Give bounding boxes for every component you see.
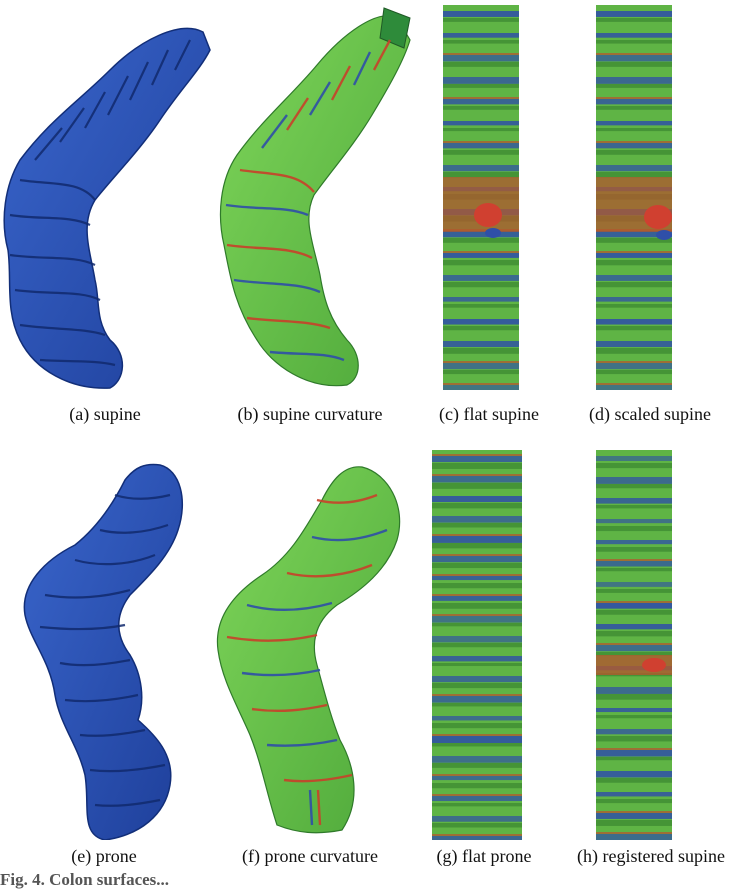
panel-g-flat-prone [432,450,522,840]
panel-d-scaled-supine [596,5,672,390]
caption-h: (h) registered supine [577,846,725,866]
panel-f-prone-curvature [212,455,412,835]
panel-e-prone-surface [20,455,190,840]
supine-blue-surface [3,27,211,389]
panel-h-registered-supine [596,450,672,840]
caption-g: (g) flat prone [436,846,532,866]
caption-d: (d) scaled supine [589,404,711,424]
caption-f: (f) prone curvature [242,846,378,866]
supine-curvature-surface [219,7,411,387]
scaled-supine-map [596,5,672,390]
panel-c-flat-supine [443,5,519,390]
panel-b-supine-curvature [212,0,422,395]
caption-a: (a) supine [69,404,141,424]
caption-b: (b) supine curvature [237,404,383,424]
registered-supine-map [596,450,672,840]
flat-prone-map [432,450,522,840]
figure-caption-cutoff: Fig. 4. Colon surfaces... [0,870,170,889]
caption-e: (e) prone [71,846,137,866]
prone-blue-surface [23,463,184,840]
panel-a-supine-surface [0,10,215,395]
caption-c: (c) flat supine [439,404,539,424]
prone-curvature-surface [216,466,401,834]
flat-supine-map [443,5,519,390]
